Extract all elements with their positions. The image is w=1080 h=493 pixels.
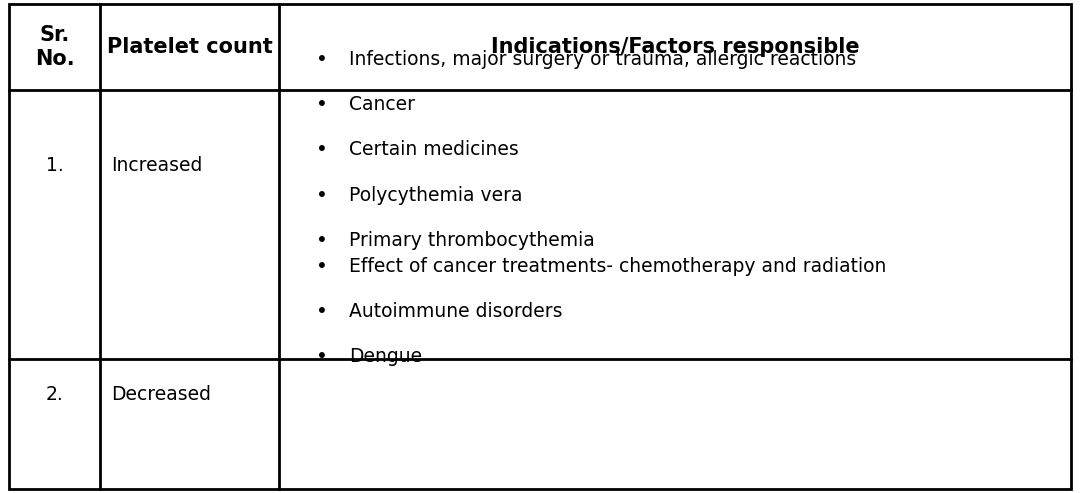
- Text: 1.: 1.: [45, 156, 64, 175]
- Text: •: •: [316, 141, 327, 159]
- Text: •: •: [316, 257, 327, 276]
- Text: •: •: [316, 95, 327, 114]
- Text: Autoimmune disorders: Autoimmune disorders: [349, 302, 563, 321]
- Text: Dengue: Dengue: [349, 348, 422, 366]
- Text: Certain medicines: Certain medicines: [349, 141, 518, 159]
- Text: Increased: Increased: [111, 156, 203, 175]
- Text: •: •: [316, 50, 327, 69]
- Text: Infections, major surgery or trauma, allergic reactions: Infections, major surgery or trauma, all…: [349, 50, 856, 69]
- Text: Primary thrombocythemia: Primary thrombocythemia: [349, 231, 595, 250]
- Text: Platelet count: Platelet count: [107, 37, 272, 57]
- Text: •: •: [316, 348, 327, 366]
- Text: Effect of cancer treatments- chemotherapy and radiation: Effect of cancer treatments- chemotherap…: [349, 257, 887, 276]
- Text: Cancer: Cancer: [349, 95, 415, 114]
- Text: •: •: [316, 302, 327, 321]
- Text: •: •: [316, 231, 327, 250]
- Text: Indications/Factors responsible: Indications/Factors responsible: [490, 37, 860, 57]
- Text: Polycythemia vera: Polycythemia vera: [349, 186, 523, 205]
- Text: Sr.
No.: Sr. No.: [35, 25, 75, 70]
- Text: •: •: [316, 186, 327, 205]
- Text: Decreased: Decreased: [111, 385, 212, 404]
- Text: 2.: 2.: [45, 385, 64, 404]
